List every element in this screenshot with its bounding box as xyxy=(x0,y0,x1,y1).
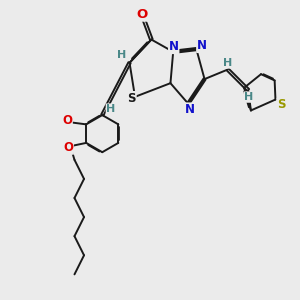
Text: N: N xyxy=(197,39,207,52)
Text: H: H xyxy=(106,104,116,114)
Text: H: H xyxy=(223,58,232,68)
Text: O: O xyxy=(62,114,72,127)
Text: N: N xyxy=(185,103,195,116)
Text: S: S xyxy=(277,98,286,112)
Text: S: S xyxy=(128,92,136,105)
Text: N: N xyxy=(169,40,179,53)
Text: O: O xyxy=(136,8,147,21)
Text: H: H xyxy=(244,92,254,102)
Text: H: H xyxy=(117,50,127,59)
Text: O: O xyxy=(63,141,73,154)
